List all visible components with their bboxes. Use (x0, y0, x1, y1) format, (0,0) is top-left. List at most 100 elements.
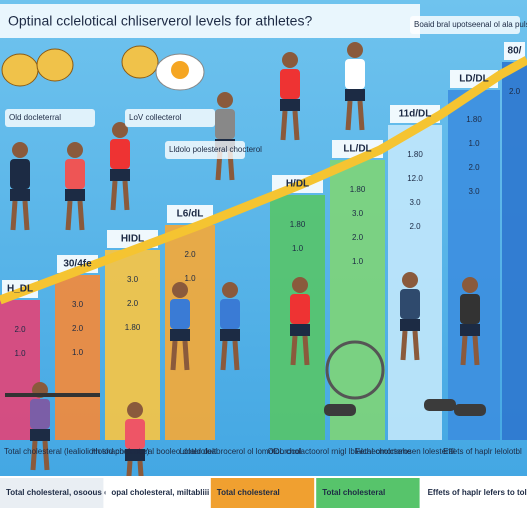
torso (65, 159, 85, 189)
leg (400, 330, 408, 361)
head (127, 402, 143, 418)
head (12, 142, 28, 158)
column-label: H_DL (7, 284, 33, 295)
head (67, 142, 83, 158)
head (222, 282, 238, 298)
leg (460, 335, 468, 366)
food-icon (121, 45, 159, 79)
column-label-box (167, 205, 213, 223)
head (292, 277, 308, 293)
title-banner (0, 4, 420, 38)
column-value: 3.0 (127, 275, 139, 284)
torso (170, 299, 190, 329)
column-value: 2.0 (468, 163, 480, 172)
column-value: 1.0 (468, 139, 480, 148)
column-value: 2.0 (352, 233, 364, 242)
head (217, 92, 233, 108)
column-label: 80/ (508, 46, 522, 57)
callout: Lldolo polesteral chocterol (169, 145, 262, 154)
column-value: 2.0 (409, 222, 421, 231)
leg (232, 340, 240, 371)
column-value: 12.0 (407, 174, 423, 183)
column-label-box (504, 42, 525, 60)
callout: Boaid bral upotseenal ol ala pulsonee (414, 20, 527, 29)
dumbbell (454, 404, 486, 416)
labels: H_DL 2.0 1.0 30/4fe 3.0 2.0 1.0 HIDL 3.0 2.0 1.80 L… (0, 16, 527, 527)
shorts (110, 169, 130, 181)
food-icon (36, 48, 74, 82)
leg (42, 440, 50, 471)
torso (110, 139, 130, 169)
leg (22, 200, 30, 231)
column (448, 90, 500, 440)
leg (280, 110, 288, 141)
footer-cell (105, 478, 209, 508)
shorts (280, 99, 300, 111)
caption: ODL cholactoorol rnigl lblalcheomorsehe (268, 447, 412, 456)
torso (280, 69, 300, 99)
columns (0, 42, 527, 440)
torso (215, 109, 235, 139)
leg (472, 335, 480, 366)
title: Optinal cclelotical chliserverol levels … (8, 13, 312, 29)
shorts (460, 324, 480, 336)
column-value: 3.0 (468, 187, 480, 196)
leg (30, 440, 38, 471)
column-label: 30/4fe (63, 259, 92, 270)
torso (125, 419, 145, 449)
shorts (290, 324, 310, 336)
column-value: 1.0 (352, 257, 364, 266)
leg (122, 180, 130, 211)
caption: Lolald deltorocerol ol lomotoorocol (180, 447, 302, 456)
column-value: 1.80 (125, 323, 141, 332)
column (502, 62, 527, 440)
callout: LoV collecterol (129, 113, 182, 122)
trend-ribbon (0, 56, 527, 305)
column-value: 1.0 (184, 274, 196, 283)
column-label: 11d/DL (399, 109, 432, 120)
leg (220, 340, 228, 371)
shorts (345, 89, 365, 101)
column-value: 1.80 (466, 115, 482, 124)
leg (290, 335, 298, 366)
callout-box (410, 16, 520, 34)
leg (65, 200, 73, 231)
footer-cell (316, 478, 420, 508)
shorts (10, 189, 30, 201)
leg (182, 340, 190, 371)
leg (110, 180, 118, 211)
torso (30, 399, 50, 429)
shorts (400, 319, 420, 331)
torso (290, 294, 310, 324)
shorts (220, 329, 240, 341)
head (402, 272, 418, 288)
callout-box (165, 141, 245, 159)
caption: Total cholesteral (lealiolioth shapororn… (4, 447, 150, 456)
column-label: LL/DL (343, 144, 371, 155)
footer-text: Total cholesteral, osoous ool betors (6, 488, 143, 497)
athletes (1, 42, 486, 491)
caption: Hotod cholesteral booleo doteroloal (92, 447, 218, 456)
column-value: 1.0 (14, 349, 26, 358)
leg (77, 200, 85, 231)
column-label: L6/dL (177, 209, 204, 220)
callout-box (5, 109, 95, 127)
leg (170, 340, 178, 371)
torso (220, 299, 240, 329)
column-value: 3.0 (409, 198, 421, 207)
column-value: 1.80 (290, 220, 306, 229)
column-value: 2.0 (509, 87, 521, 96)
torso (10, 159, 30, 189)
column-value: 2.0 (127, 299, 139, 308)
footer-text: Total cholesteral (322, 488, 385, 497)
head (172, 282, 188, 298)
caption: Effets of haplr lelolotbl (443, 447, 522, 456)
footer-cell (0, 478, 104, 508)
head (347, 42, 363, 58)
footer-cell (210, 478, 315, 508)
dumbbell (324, 404, 356, 416)
torso (460, 294, 480, 324)
column-label: LD/DL (459, 74, 488, 85)
torso (400, 289, 420, 319)
footer-text: opal cholesteral, miltabliii olesterol (111, 488, 244, 497)
